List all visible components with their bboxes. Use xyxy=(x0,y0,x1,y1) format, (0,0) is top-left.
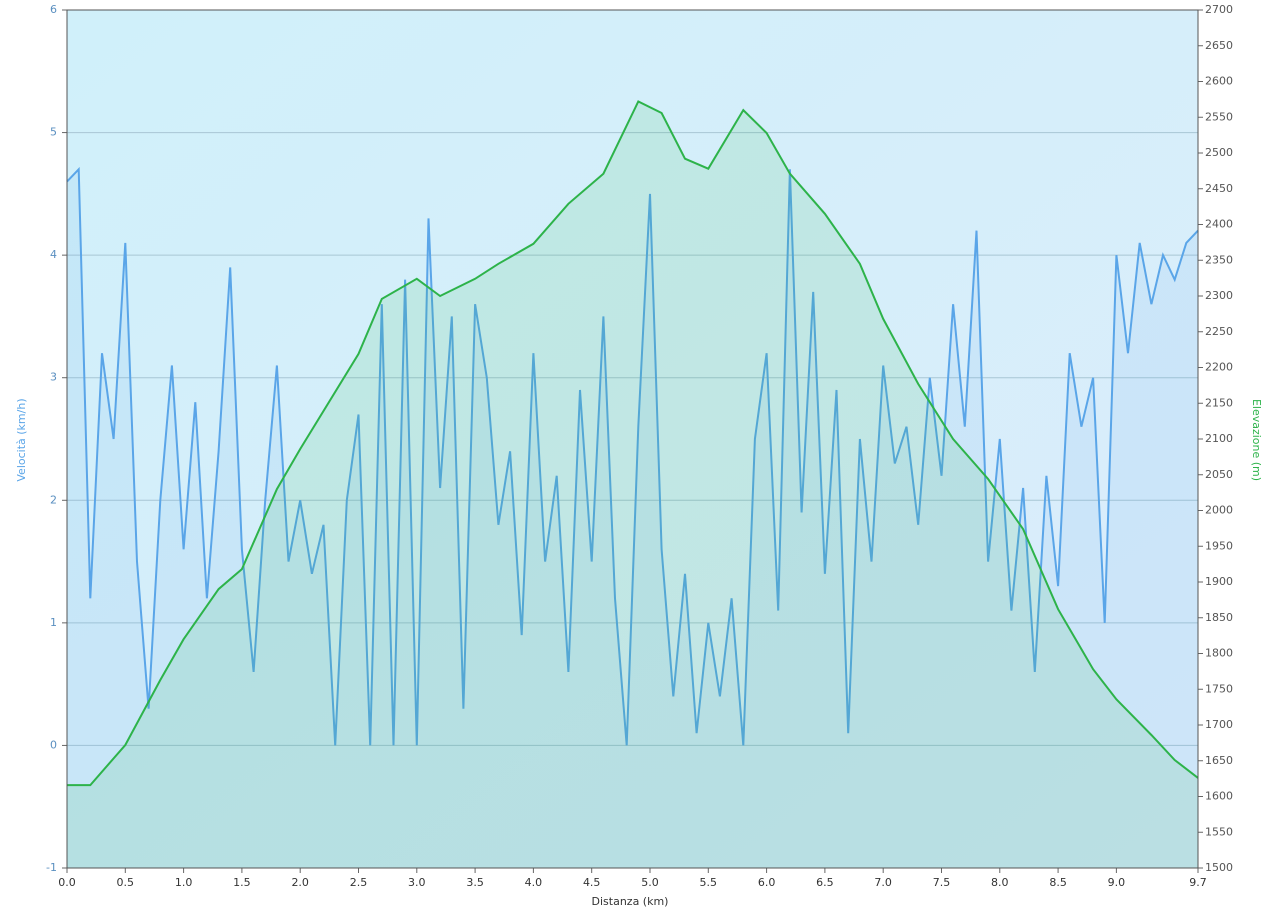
y2-tick-label: 2350 xyxy=(1205,253,1233,266)
x-tick-label: 5.5 xyxy=(700,876,718,889)
y2-tick-label: 2650 xyxy=(1205,39,1233,52)
plot-frame xyxy=(66,9,1199,869)
x-tick-label: 1.0 xyxy=(175,876,193,889)
y2-tick-label: 2550 xyxy=(1205,110,1233,123)
y2-tick-label: 1950 xyxy=(1205,539,1233,552)
x-tick-label: 1.5 xyxy=(233,876,251,889)
y-tick-label: 5 xyxy=(50,126,57,139)
x-tick-label: 9.0 xyxy=(1108,876,1126,889)
y2-tick-label: 2400 xyxy=(1205,218,1233,231)
series-area xyxy=(67,101,1198,868)
y2-tick-label: 2250 xyxy=(1205,325,1233,338)
x-tick-label: 0.5 xyxy=(117,876,135,889)
y2-tick-label: 2050 xyxy=(1205,468,1233,481)
y2-tick-label: 2100 xyxy=(1205,432,1233,445)
y-axis-label: Velocità (km/h) xyxy=(15,398,28,481)
y2-tick-label: 2200 xyxy=(1205,361,1233,374)
y2-tick-label: 1850 xyxy=(1205,611,1233,624)
y-tick-label: 0 xyxy=(50,738,57,751)
y2-tick-label: 2000 xyxy=(1205,504,1233,517)
series-area xyxy=(67,169,1198,869)
y2-tick-label: 1500 xyxy=(1205,861,1233,874)
x-tick-label: 2.0 xyxy=(291,876,309,889)
y2-tick-label: 2300 xyxy=(1205,289,1233,302)
x-tick-label: 5.0 xyxy=(641,876,659,889)
y-tick-label: 2 xyxy=(50,493,57,506)
y2-tick-label: 2600 xyxy=(1205,75,1233,88)
y2-tick-label: 1750 xyxy=(1205,682,1233,695)
x-tick-label: 4.5 xyxy=(583,876,601,889)
y2-tick-label: 1700 xyxy=(1205,718,1233,731)
x-tick-label: 3.0 xyxy=(408,876,426,889)
x-tick-label: 3.5 xyxy=(466,876,484,889)
x-tick-label: 4.0 xyxy=(525,876,543,889)
x-tick-label: 2.5 xyxy=(350,876,368,889)
plot-background xyxy=(67,10,1198,868)
series-line xyxy=(67,100,1199,787)
x-tick-label: 6.5 xyxy=(816,876,834,889)
y2-axis-label: Elevazione (m) xyxy=(1250,399,1263,481)
y2-tick-label: 2500 xyxy=(1205,146,1233,159)
y-tick-label: -1 xyxy=(46,861,57,874)
x-tick-label: 7.0 xyxy=(874,876,892,889)
x-tick-label: 0.0 xyxy=(58,876,76,889)
y2-tick-label: 1900 xyxy=(1205,575,1233,588)
series-line xyxy=(66,166,1199,746)
x-tick-label: 9.7 xyxy=(1189,876,1207,889)
y-tick-label: 3 xyxy=(50,371,57,384)
y-tick-label: 4 xyxy=(50,248,57,261)
y2-tick-label: 2150 xyxy=(1205,396,1233,409)
x-tick-label: 8.5 xyxy=(1049,876,1067,889)
y2-tick-label: 1800 xyxy=(1205,647,1233,660)
y2-tick-label: 2450 xyxy=(1205,182,1233,195)
x-tick-label: 8.0 xyxy=(991,876,1009,889)
y-tick-label: 1 xyxy=(50,616,57,629)
y-tick-label: 6 xyxy=(50,3,57,16)
x-tick-label: 6.0 xyxy=(758,876,776,889)
y2-tick-label: 1600 xyxy=(1205,790,1233,803)
x-axis-label: Distanza (km) xyxy=(592,895,669,908)
y2-tick-label: 1550 xyxy=(1205,825,1233,838)
y2-tick-label: 2700 xyxy=(1205,3,1233,16)
x-tick-label: 7.5 xyxy=(933,876,951,889)
y2-tick-label: 1650 xyxy=(1205,754,1233,767)
